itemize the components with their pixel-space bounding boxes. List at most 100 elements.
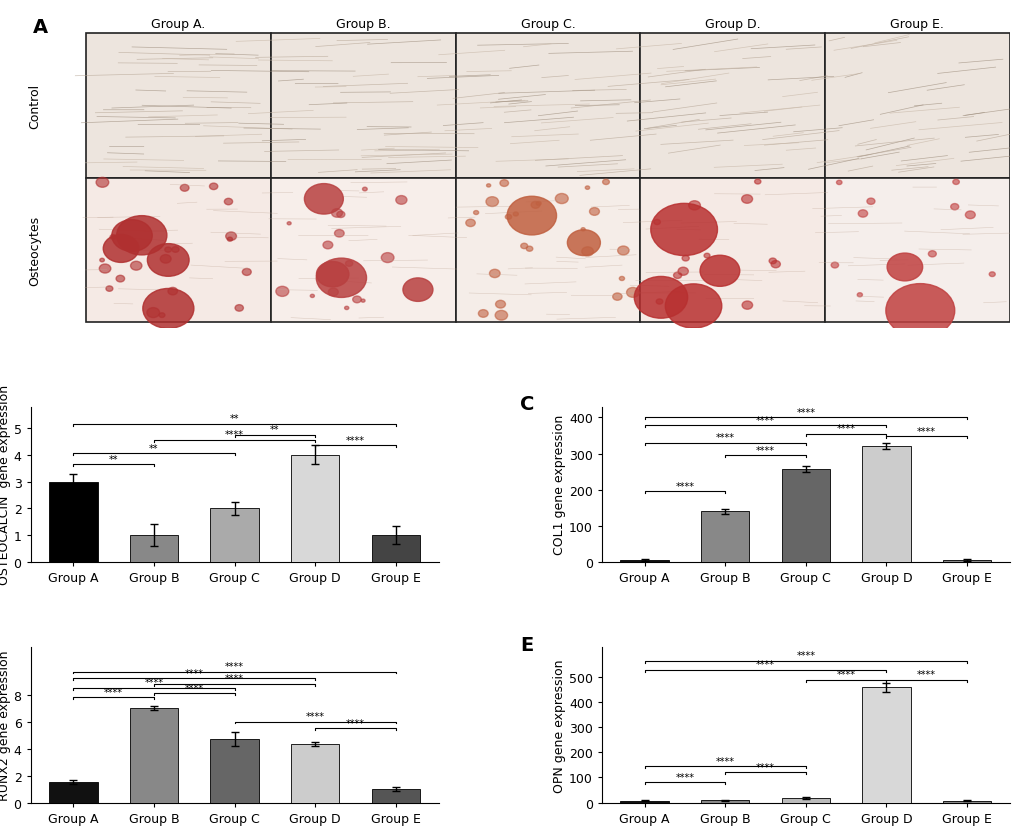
Circle shape [310, 295, 314, 298]
Bar [455, 179, 640, 323]
Circle shape [506, 197, 556, 236]
Bar [942, 801, 990, 803]
Circle shape [160, 255, 171, 264]
Text: A: A [33, 18, 48, 38]
Bar [270, 34, 455, 179]
Circle shape [403, 278, 432, 302]
Text: ****: **** [715, 432, 734, 442]
Circle shape [304, 185, 343, 215]
Circle shape [168, 288, 177, 296]
Text: ****: **** [345, 436, 365, 446]
Circle shape [143, 289, 194, 329]
Circle shape [353, 297, 361, 303]
Bar [290, 745, 339, 803]
Circle shape [99, 265, 111, 273]
Bar [824, 34, 1009, 179]
Circle shape [682, 256, 689, 262]
Text: ****: **** [796, 650, 814, 660]
Text: ****: **** [306, 711, 324, 721]
Text: **: ** [109, 454, 118, 464]
Circle shape [626, 288, 639, 298]
Circle shape [224, 199, 232, 206]
Circle shape [328, 288, 338, 297]
Bar [700, 800, 749, 803]
Circle shape [486, 185, 490, 188]
Circle shape [499, 181, 508, 187]
Circle shape [653, 220, 659, 226]
Circle shape [316, 259, 366, 298]
Y-axis label: COL1 gene expression: COL1 gene expression [552, 415, 566, 555]
Text: ****: **** [225, 430, 244, 440]
Bar [49, 482, 98, 563]
Y-axis label: OPN gene expression: OPN gene expression [552, 659, 566, 792]
Circle shape [513, 212, 518, 217]
Circle shape [856, 293, 862, 298]
Bar [455, 34, 640, 179]
Circle shape [159, 314, 165, 318]
Circle shape [741, 196, 752, 204]
Bar [700, 512, 749, 563]
Circle shape [952, 180, 959, 186]
Circle shape [227, 238, 232, 242]
Text: ****: **** [104, 687, 123, 696]
Text: ****: **** [916, 670, 935, 680]
Text: **: ** [229, 414, 239, 424]
Circle shape [316, 263, 348, 288]
Circle shape [395, 196, 407, 205]
Circle shape [495, 301, 505, 308]
Circle shape [165, 247, 171, 253]
Bar [86, 34, 270, 179]
Circle shape [362, 188, 367, 191]
Circle shape [130, 262, 142, 271]
Circle shape [964, 212, 974, 219]
Text: Osteocytes: Osteocytes [29, 216, 42, 286]
Text: C: C [520, 395, 534, 414]
Circle shape [323, 242, 332, 249]
Circle shape [473, 212, 478, 216]
Bar [270, 179, 455, 323]
Text: ****: **** [836, 424, 855, 434]
Circle shape [866, 199, 874, 205]
Circle shape [478, 310, 488, 318]
Circle shape [361, 300, 365, 303]
Circle shape [147, 244, 189, 277]
Circle shape [655, 299, 662, 305]
Circle shape [585, 186, 589, 190]
Circle shape [103, 235, 139, 263]
Text: Control: Control [29, 84, 42, 129]
Circle shape [494, 311, 507, 321]
Circle shape [334, 230, 343, 237]
Circle shape [836, 181, 841, 186]
Bar [210, 739, 259, 803]
Bar [210, 509, 259, 563]
Bar [129, 708, 178, 803]
Circle shape [950, 204, 958, 211]
Circle shape [344, 307, 348, 310]
Bar [781, 798, 829, 803]
Circle shape [650, 204, 716, 257]
Bar [781, 469, 829, 563]
Text: Group B.: Group B. [335, 18, 390, 31]
Circle shape [581, 228, 585, 232]
Circle shape [466, 220, 475, 227]
Y-axis label: OSTEOCALCIN  gene expression: OSTEOCALCIN gene expression [0, 385, 11, 584]
Circle shape [96, 178, 109, 188]
Circle shape [106, 287, 113, 292]
Circle shape [110, 235, 116, 240]
Circle shape [884, 284, 954, 338]
Circle shape [485, 197, 498, 207]
Text: Group C.: Group C. [520, 18, 575, 31]
Circle shape [988, 273, 995, 278]
Circle shape [225, 232, 236, 241]
Circle shape [664, 284, 721, 329]
Text: ****: **** [755, 762, 774, 772]
Circle shape [287, 222, 290, 226]
Circle shape [678, 268, 688, 276]
Text: ****: **** [796, 407, 814, 417]
Text: ****: **** [755, 446, 774, 456]
Bar [620, 801, 668, 803]
Circle shape [381, 253, 393, 263]
Circle shape [887, 254, 922, 282]
Circle shape [927, 252, 935, 257]
Text: Group E.: Group E. [890, 18, 944, 31]
